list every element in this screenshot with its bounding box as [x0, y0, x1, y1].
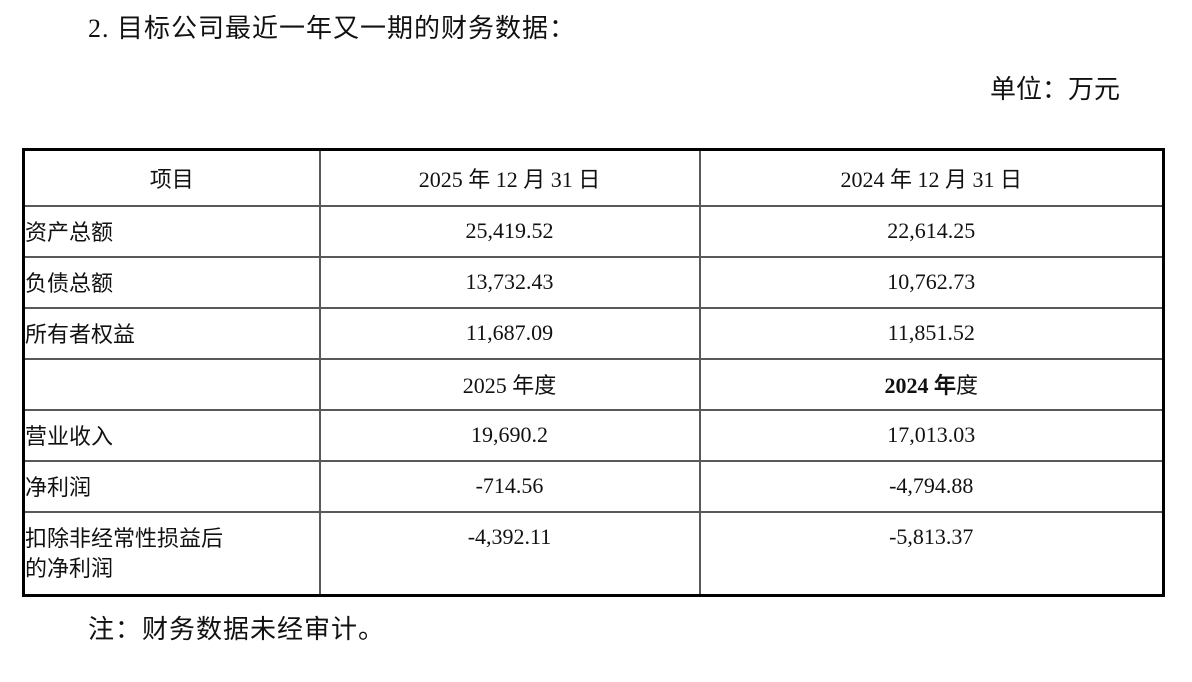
value-2025: 11,687.09 — [318, 306, 701, 360]
period-2024: 2024 年度 — [698, 357, 1165, 411]
row-label: 净利润 — [22, 459, 321, 513]
table-header-row: 项目 2025 年 12 月 31 日 2024 年 12 月 31 日 — [22, 148, 1165, 207]
note-text: 注：财务数据未经审计。 — [88, 615, 386, 644]
document-page: 2. 目标公司最近一年又一期的财务数据： 单位：万元 项目 2025 年 12 … — [0, 12, 1192, 682]
value-2025: -714.56 — [318, 459, 701, 513]
row-label-empty — [22, 357, 321, 411]
value-2025: 19,690.2 — [318, 408, 701, 462]
value-2024: 10,762.73 — [698, 255, 1165, 309]
col-header-item: 项目 — [22, 148, 321, 207]
table-row-total-liabilities: 负债总额 13,732.43 10,762.73 — [22, 255, 1165, 309]
row-label: 资产总额 — [22, 204, 321, 258]
col-header-date-2025: 2025 年 12 月 31 日 — [318, 148, 701, 207]
period-2025: 2025 年度 — [318, 357, 701, 411]
period-2024-bold-part: 2024 年 — [884, 373, 956, 398]
row-label: 负债总额 — [22, 255, 321, 309]
row-label: 所有者权益 — [22, 306, 321, 360]
section-title: 2. 目标公司最近一年又一期的财务数据： — [88, 14, 577, 43]
table-row-owners-equity: 所有者权益 11,687.09 11,851.52 — [22, 306, 1165, 360]
table-row-net-profit: 净利润 -714.56 -4,794.88 — [22, 459, 1165, 513]
table-row-operating-revenue: 营业收入 19,690.2 17,013.03 — [22, 408, 1165, 462]
value-2024: -5,813.37 — [698, 510, 1165, 597]
value-2025: -4,392.11 — [318, 510, 701, 597]
value-2024: 11,851.52 — [698, 306, 1165, 360]
value-2025: 13,732.43 — [318, 255, 701, 309]
table-period-header-row: 2025 年度 2024 年度 — [22, 357, 1165, 411]
period-2024-normal-part: 度 — [956, 373, 979, 398]
value-2025: 25,419.52 — [318, 204, 701, 258]
row-label: 扣除非经常性损益后 的净利润 — [22, 510, 321, 597]
value-2024: -4,794.88 — [698, 459, 1165, 513]
value-2024: 17,013.03 — [698, 408, 1165, 462]
col-header-date-2024: 2024 年 12 月 31 日 — [698, 148, 1165, 207]
unit-label: 单位：万元 — [989, 75, 1120, 104]
table-row-total-assets: 资产总额 25,419.52 22,614.25 — [22, 204, 1165, 258]
table-row-net-profit-excl-nonrecurring: 扣除非经常性损益后 的净利润 -4,392.11 -5,813.37 — [22, 510, 1165, 597]
row-label: 营业收入 — [22, 408, 321, 462]
financial-table: 项目 2025 年 12 月 31 日 2024 年 12 月 31 日 资产总… — [22, 148, 1165, 597]
value-2024: 22,614.25 — [698, 204, 1165, 258]
